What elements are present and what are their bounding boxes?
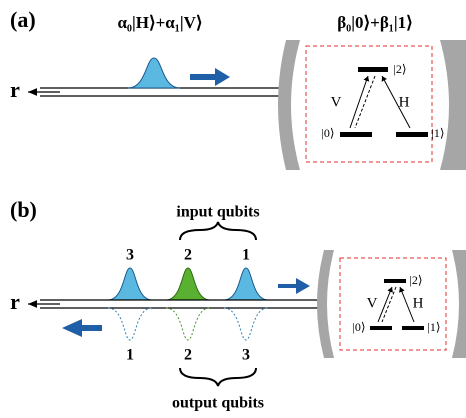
pulse xyxy=(128,58,180,88)
brace xyxy=(180,368,256,386)
panel-a: (a) α₀|H⟩+α₁|V⟩ β₀|0⟩+β₁|1⟩ r |2⟩ |0⟩ |1… xyxy=(10,7,466,170)
waveguide xyxy=(40,300,320,308)
direction-arrow xyxy=(62,319,102,337)
panel-label: (b) xyxy=(10,197,37,222)
level-bar xyxy=(384,279,406,283)
level-label: |1⟩ xyxy=(427,320,440,334)
direction-arrow xyxy=(190,68,230,86)
atom-box xyxy=(340,258,446,350)
level-label: |1⟩ xyxy=(431,126,444,140)
level-bar xyxy=(396,132,428,137)
transition xyxy=(382,287,396,322)
level-label: |2⟩ xyxy=(393,62,406,76)
diagram: (a) α₀|H⟩+α₁|V⟩ β₀|0⟩+β₁|1⟩ r |2⟩ |0⟩ |1… xyxy=(0,0,466,418)
pulse xyxy=(224,268,268,300)
level-label: |0⟩ xyxy=(321,126,334,140)
port-label: r xyxy=(10,77,20,102)
port-label: r xyxy=(10,289,20,314)
waveguide xyxy=(40,88,286,96)
level-label: |0⟩ xyxy=(352,320,365,334)
atom-state: β₀|0⟩+β₁|1⟩ xyxy=(337,13,413,32)
level-bar xyxy=(358,67,388,72)
pulse-number: 1 xyxy=(242,247,250,264)
brace xyxy=(180,222,256,240)
pulse xyxy=(166,268,210,300)
output-pulse xyxy=(224,308,268,340)
output-pulse xyxy=(166,308,210,340)
panel-b: (b) input qubits 3 2 1 r 1 2 3 output qu… xyxy=(10,197,466,412)
transition-label: H xyxy=(399,94,410,110)
level-bar xyxy=(402,326,424,330)
transition-label: H xyxy=(413,295,424,311)
level-bar xyxy=(370,326,392,330)
transition-label: V xyxy=(367,295,378,311)
pulse-number: 1 xyxy=(126,347,134,364)
level-label: |2⟩ xyxy=(409,273,422,287)
direction-arrow xyxy=(278,278,310,294)
caption: output qubits xyxy=(172,395,264,412)
mirror xyxy=(278,40,300,170)
mirror xyxy=(440,40,466,170)
mirror xyxy=(452,250,466,358)
pulse-number: 3 xyxy=(242,347,250,364)
transition xyxy=(378,287,392,322)
input-state: α₀|H⟩+α₁|V⟩ xyxy=(117,13,202,32)
atom-box xyxy=(306,46,432,162)
panel-label: (a) xyxy=(10,7,36,32)
pulse-number: 2 xyxy=(184,347,192,364)
transition-label: V xyxy=(331,94,342,110)
pulse xyxy=(108,268,152,300)
output-pulse xyxy=(108,308,152,340)
mirror xyxy=(317,250,334,358)
pulse-number: 2 xyxy=(184,247,192,264)
pulse-number: 3 xyxy=(126,247,134,264)
caption: input qubits xyxy=(176,204,259,221)
level-bar xyxy=(340,132,372,137)
